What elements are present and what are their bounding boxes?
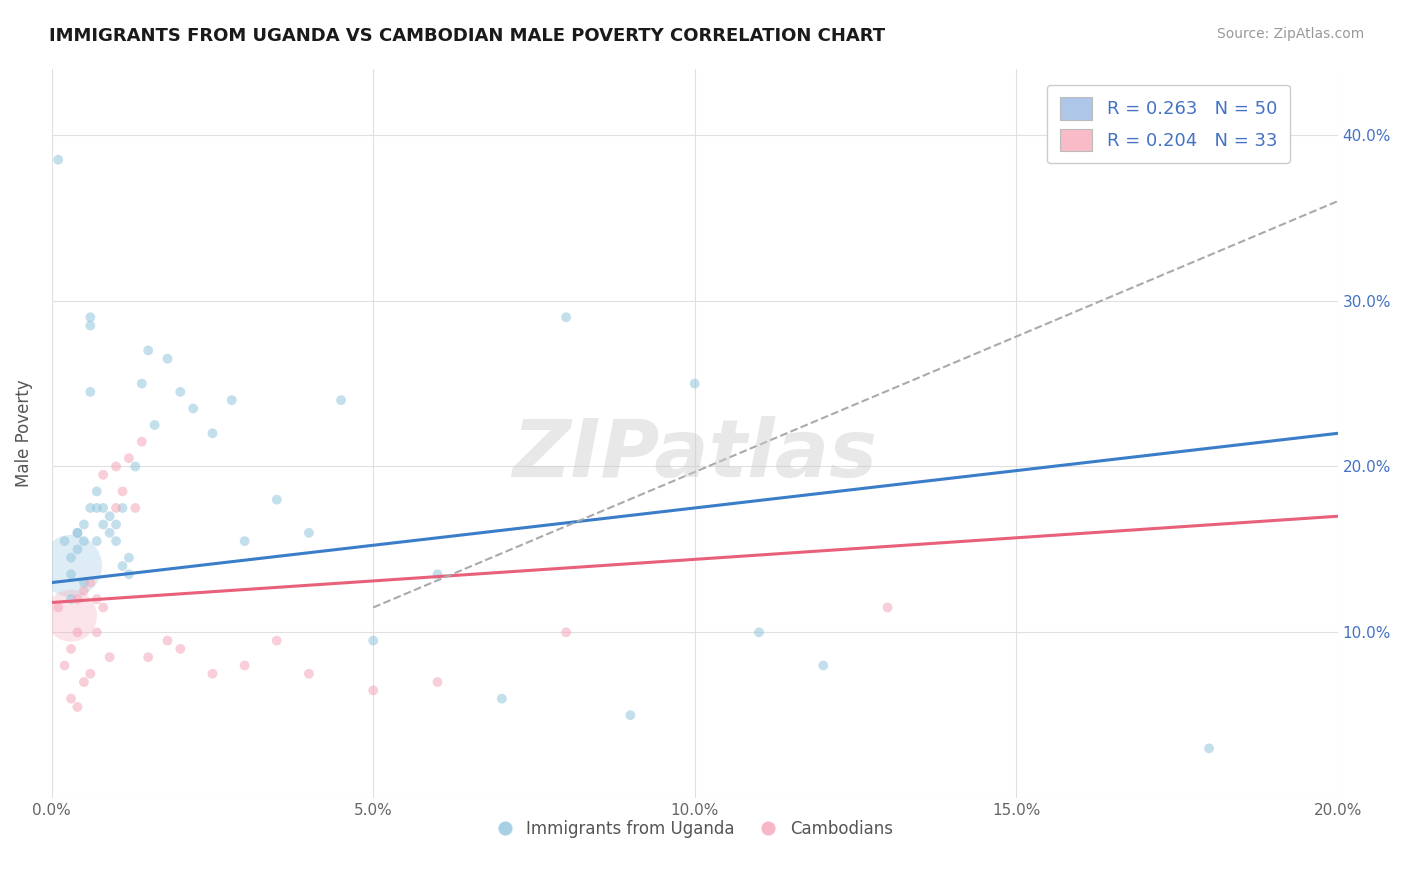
Point (91, 600, 114, 615)
Point (60, 559, 83, 574)
Point (201, 666, 224, 681)
Point (60, 608, 83, 623)
Point (66, 542, 89, 557)
Point (124, 500, 146, 515)
Text: IMMIGRANTS FROM UGANDA VS CAMBODIAN MALE POVERTY CORRELATION CHART: IMMIGRANTS FROM UGANDA VS CAMBODIAN MALE… (49, 27, 886, 45)
Point (876, 600, 898, 615)
Point (98, 509, 121, 524)
Point (136, 343, 159, 358)
Point (1198, 741, 1220, 756)
Point (330, 393, 353, 408)
Point (73, 583, 96, 598)
Point (86, 625, 108, 640)
Point (73, 675, 96, 690)
Point (111, 500, 134, 515)
Point (555, 310, 578, 325)
Point (555, 625, 578, 640)
Point (124, 459, 146, 474)
Point (91, 467, 114, 482)
Point (53, 534, 76, 549)
Point (79, 318, 101, 333)
Point (66, 700, 89, 714)
Point (361, 683, 384, 698)
Point (619, 708, 641, 723)
Point (298, 525, 321, 540)
Point (118, 550, 141, 565)
Point (66, 592, 89, 607)
Point (118, 567, 141, 582)
Text: ZIPatlas: ZIPatlas (512, 417, 877, 494)
Point (105, 534, 128, 549)
Point (86, 500, 108, 515)
Point (221, 393, 243, 408)
Point (361, 633, 384, 648)
Point (60, 641, 83, 656)
Point (105, 459, 128, 474)
Point (233, 534, 256, 549)
Point (491, 691, 513, 706)
Point (156, 351, 179, 366)
Point (86, 534, 108, 549)
Point (136, 650, 159, 665)
Point (79, 310, 101, 325)
Point (266, 492, 288, 507)
Point (79, 666, 101, 681)
Point (53, 658, 76, 673)
Legend: Immigrants from Uganda, Cambodians: Immigrants from Uganda, Cambodians (489, 814, 900, 845)
Point (46, 600, 69, 615)
Point (60, 567, 83, 582)
Point (73, 517, 96, 532)
Point (813, 658, 835, 673)
Point (266, 633, 288, 648)
Point (426, 675, 449, 690)
Point (86, 484, 108, 499)
Point (91, 517, 114, 532)
Point (79, 575, 101, 590)
Point (79, 500, 101, 515)
Point (46, 153, 69, 167)
Point (60, 691, 83, 706)
Point (131, 376, 153, 391)
Point (105, 500, 128, 515)
Point (111, 484, 134, 499)
Point (233, 658, 256, 673)
Point (683, 376, 706, 391)
Point (169, 384, 191, 399)
Point (73, 575, 96, 590)
Text: Source: ZipAtlas.com: Source: ZipAtlas.com (1216, 27, 1364, 41)
Y-axis label: Male Poverty: Male Poverty (15, 379, 32, 487)
Point (181, 401, 204, 416)
Point (60, 550, 83, 565)
Point (111, 559, 134, 574)
Point (66, 625, 89, 640)
Point (298, 666, 321, 681)
Point (105, 517, 128, 532)
Point (169, 641, 191, 656)
Point (98, 525, 121, 540)
Point (118, 451, 141, 466)
Point (73, 534, 96, 549)
Point (131, 434, 153, 449)
Point (426, 567, 449, 582)
Point (91, 500, 114, 515)
Point (98, 650, 121, 665)
Point (79, 384, 101, 399)
Point (86, 592, 108, 607)
Point (66, 525, 89, 540)
Point (60, 592, 83, 607)
Point (748, 625, 770, 640)
Point (66, 525, 89, 540)
Point (156, 633, 179, 648)
Point (201, 426, 224, 441)
Point (143, 418, 166, 433)
